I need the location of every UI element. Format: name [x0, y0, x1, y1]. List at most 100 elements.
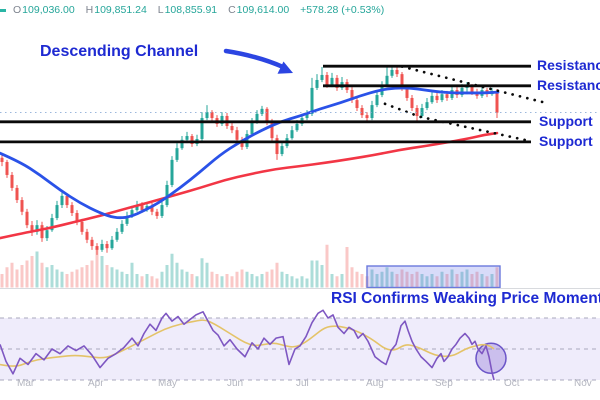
- candle-body: [165, 184, 169, 206]
- close-value: 109,614.00: [236, 4, 290, 16]
- candle-body: [400, 74, 404, 88]
- volume-bar: [380, 271, 384, 288]
- volume-bar: [0, 274, 4, 288]
- candle-body: [440, 94, 444, 101]
- volume-bar: [450, 269, 454, 288]
- candle-body: [270, 121, 274, 139]
- candle-body: [275, 138, 279, 155]
- volume-highlight-box: [366, 265, 501, 289]
- candle-body: [175, 148, 179, 160]
- support-resistance-lines: [0, 64, 531, 144]
- volume-bar: [230, 276, 234, 288]
- candle-body: [135, 205, 139, 211]
- high-label: H: [85, 4, 94, 16]
- candle-body: [330, 77, 334, 85]
- volume-bar: [385, 267, 389, 288]
- candle-body: [365, 115, 369, 119]
- volume-bar: [220, 276, 224, 288]
- candle-body: [355, 100, 359, 109]
- candle-body: [375, 95, 379, 106]
- channel-dotted-lines: [383, 65, 545, 143]
- candle-body: [240, 139, 244, 147]
- candle-body: [430, 95, 434, 103]
- candle-body: [280, 146, 284, 155]
- rsi-title[interactable]: RSI Confirms Weaking Price Momentum: [331, 290, 600, 307]
- month-axis: Mar Apr May Jun Jul Aug Sep Oct Nov: [17, 378, 592, 389]
- descending-channel-label[interactable]: Descending Channel: [40, 43, 199, 60]
- candle-body: [445, 94, 449, 98]
- month-label: Sep: [435, 378, 453, 389]
- volume-bar: [485, 276, 489, 288]
- volume-bar: [395, 274, 399, 288]
- volume-bar: [240, 269, 244, 288]
- candle-body: [390, 69, 394, 76]
- volume-bar: [345, 247, 349, 288]
- candle-body: [0, 157, 4, 162]
- volume-bar: [75, 269, 79, 288]
- volume-bar: [420, 274, 424, 288]
- resistance-label-2[interactable]: Resistance: [537, 77, 600, 93]
- channel-upper-dotted: [400, 65, 545, 104]
- volume-bar: [445, 274, 449, 288]
- candle-body: [130, 210, 134, 216]
- candles-layer: [0, 66, 499, 255]
- candle-body: [5, 161, 9, 175]
- candle-body: [25, 211, 29, 226]
- candle-body: [420, 108, 424, 116]
- volume-bar: [100, 256, 104, 288]
- volume-bar: [165, 265, 169, 288]
- candle-body: [185, 136, 189, 140]
- candle-body: [220, 115, 224, 124]
- candle-body: [200, 118, 204, 139]
- candle-body: [410, 97, 414, 109]
- month-label: Apr: [88, 378, 104, 389]
- volume-bar: [80, 267, 84, 288]
- volume-bar: [410, 274, 414, 288]
- volume-bar: [145, 274, 149, 288]
- candle-body: [125, 215, 129, 224]
- candle-body: [105, 243, 109, 249]
- ma-slow-line: [0, 131, 499, 240]
- candle-body: [45, 230, 49, 239]
- month-label: Mar: [17, 378, 35, 389]
- annotation-arrow-icon[interactable]: [223, 48, 293, 74]
- volume-bar: [120, 271, 124, 288]
- volume-bar: [185, 271, 189, 288]
- volume-bar: [460, 271, 464, 288]
- candle-body: [65, 195, 69, 206]
- candle-body: [180, 139, 184, 149]
- candle-body: [70, 205, 74, 214]
- volume-bar: [290, 276, 294, 288]
- candle-body: [20, 200, 24, 212]
- volume-bar: [295, 278, 299, 288]
- candle-body: [80, 221, 84, 232]
- resistance-label-1[interactable]: Resistance: [537, 57, 600, 73]
- support-label-1[interactable]: Support: [539, 113, 593, 129]
- candle-body: [260, 108, 264, 114]
- support-label-2[interactable]: Support: [539, 133, 593, 149]
- volume-bar: [335, 276, 339, 288]
- volume-bar: [135, 274, 139, 288]
- volume-bar: [310, 260, 314, 288]
- candle-body: [50, 218, 54, 231]
- volume-bar: [375, 274, 379, 288]
- change-value: +578.28 (+0.53%): [300, 4, 385, 16]
- candle-body: [140, 205, 144, 211]
- volume-bar: [425, 276, 429, 288]
- candle-body: [315, 79, 319, 88]
- candle-body: [75, 213, 79, 222]
- month-label: Oct: [504, 378, 520, 389]
- candle-body: [100, 243, 104, 250]
- volume-bar: [90, 260, 94, 288]
- volume-bar: [115, 269, 119, 288]
- volume-bar: [315, 260, 319, 288]
- candle-body: [250, 121, 254, 134]
- candle-body: [35, 225, 39, 232]
- volume-bar: [40, 262, 44, 288]
- rsi-line: [0, 309, 495, 381]
- candle-body: [190, 136, 194, 144]
- volume-bar: [480, 274, 484, 288]
- volume-bar: [190, 274, 194, 288]
- candle-body: [495, 90, 499, 113]
